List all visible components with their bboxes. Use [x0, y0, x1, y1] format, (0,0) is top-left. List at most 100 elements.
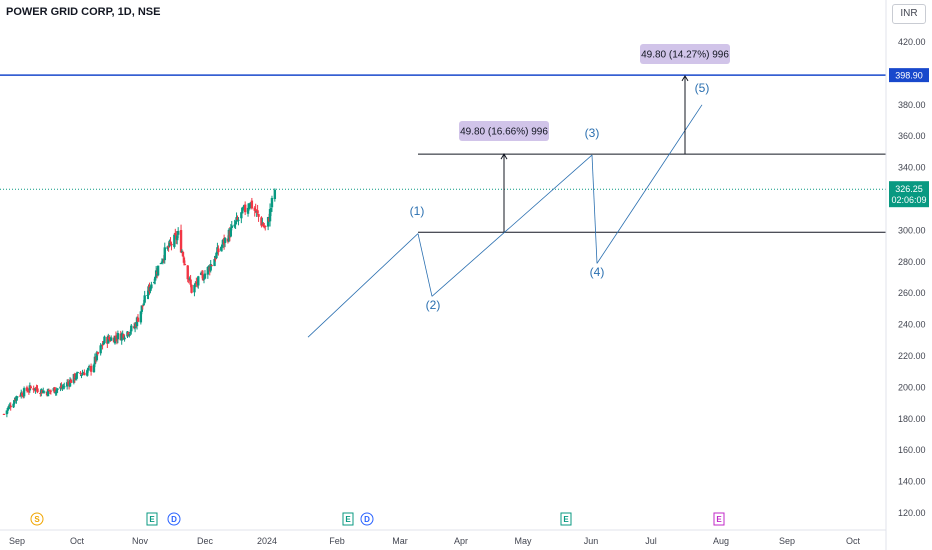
candle-body: [154, 270, 158, 278]
x-tick-label: Sep: [779, 536, 795, 546]
resistance-price-tag: [889, 68, 929, 83]
y-tick-label: 380.00: [898, 100, 926, 110]
y-tick-label: 360.00: [898, 131, 926, 141]
candle-body: [240, 212, 243, 219]
y-tick-label: 140.00: [898, 477, 926, 487]
candle-body: [214, 257, 217, 260]
candle-body: [128, 334, 131, 336]
candle-body: [60, 385, 63, 389]
wave-label: (5): [695, 81, 710, 95]
candle-body: [123, 337, 126, 340]
candle-body: [197, 276, 200, 286]
candle-body: [66, 382, 70, 384]
candle-body: [135, 317, 139, 327]
x-tick-label: Aug: [713, 536, 729, 546]
candle-body: [87, 367, 90, 371]
candle-body: [36, 388, 39, 393]
y-tick-label: 180.00: [898, 414, 926, 424]
candle-body: [16, 396, 19, 398]
candle-body: [220, 246, 223, 251]
candle-body: [215, 252, 218, 259]
candle-body: [79, 372, 82, 375]
x-tick-label: May: [514, 536, 532, 546]
measure-label-1: [459, 121, 549, 141]
candle-body: [264, 225, 267, 227]
last-price-text: 326.25: [895, 184, 923, 194]
event-letter: E: [563, 515, 569, 524]
candle-body: [234, 221, 237, 225]
candle-body: [130, 325, 133, 332]
candle-body: [243, 204, 247, 213]
candle-body: [257, 214, 260, 217]
candle-body: [262, 223, 265, 227]
earnings-event-icon: [713, 512, 725, 526]
currency-button[interactable]: INR: [892, 4, 926, 24]
candle-body: [273, 189, 277, 200]
y-tick-label: 220.00: [898, 351, 926, 361]
candle-body: [65, 382, 69, 387]
candle-body: [241, 207, 244, 214]
candle-body: [190, 284, 193, 293]
candle-body: [29, 386, 32, 388]
candle-body: [21, 395, 25, 397]
measure-label-2: [640, 44, 730, 64]
candle-body: [200, 273, 204, 275]
candle-body: [56, 388, 59, 390]
wave-label: (4): [590, 265, 605, 279]
candle-body: [223, 238, 227, 243]
candle-body: [121, 333, 124, 335]
trendline-wave3: [431, 154, 593, 297]
y-tick-label: 240.00: [898, 320, 926, 330]
trendline-wave5: [596, 104, 703, 264]
candle-body: [89, 365, 93, 372]
candle-body: [2, 413, 6, 415]
candle-body: [116, 333, 120, 340]
candle-body: [86, 370, 89, 376]
candle-body: [113, 336, 117, 344]
last-price-tag: [889, 181, 929, 208]
candle-body: [142, 303, 145, 306]
candle-body: [39, 392, 42, 395]
candle-body: [68, 379, 72, 387]
candle-body: [268, 209, 272, 222]
measure-label-2-text: 49.80 (14.27%) 996: [641, 50, 729, 61]
candle-body: [161, 259, 165, 262]
price-axis[interactable]: 120.00 140.00 160.00 180.00 200.00 220.00 240.…: [885, 0, 929, 550]
split-event-icon: [30, 512, 44, 526]
candle-body: [109, 337, 113, 341]
candle-body: [122, 334, 125, 339]
candle-body: [180, 251, 184, 253]
candle-body: [20, 393, 24, 396]
candle-body: [22, 388, 26, 397]
candle-body: [270, 198, 274, 208]
earnings-event-icon: [560, 512, 572, 526]
candle-body: [220, 244, 224, 248]
candle-body: [120, 333, 123, 341]
resistance-price-text: 398.90: [895, 71, 923, 81]
candle-body: [166, 246, 169, 249]
time-axis[interactable]: Sep Oct Nov Dec 2024 Feb Mar Apr May Jun Jul Aug Sep…: [0, 529, 886, 546]
candle-body: [92, 364, 96, 373]
candle-body: [193, 284, 196, 293]
event-letter: D: [171, 515, 177, 524]
candle-body: [115, 338, 119, 340]
candle-body: [169, 241, 172, 244]
candle-body: [15, 396, 18, 401]
candle-body: [46, 389, 50, 397]
y-tick-label: 120.00: [898, 508, 926, 518]
countdown-text: 02:06:09: [891, 195, 926, 205]
candle-body: [103, 336, 106, 344]
candle-body: [42, 391, 46, 393]
candle-body: [141, 305, 144, 307]
candle-body: [80, 374, 83, 376]
candle-body: [170, 243, 173, 246]
x-tick-label: 2024: [257, 536, 277, 546]
candle-body: [186, 265, 189, 280]
candle-body: [182, 257, 186, 263]
measure-label-1-text: 49.80 (16.66%) 996: [460, 127, 548, 138]
y-tick-label: 260.00: [898, 288, 926, 298]
candle-body: [153, 281, 156, 283]
trendline-wave4: [591, 155, 598, 264]
candle-body: [143, 295, 146, 303]
